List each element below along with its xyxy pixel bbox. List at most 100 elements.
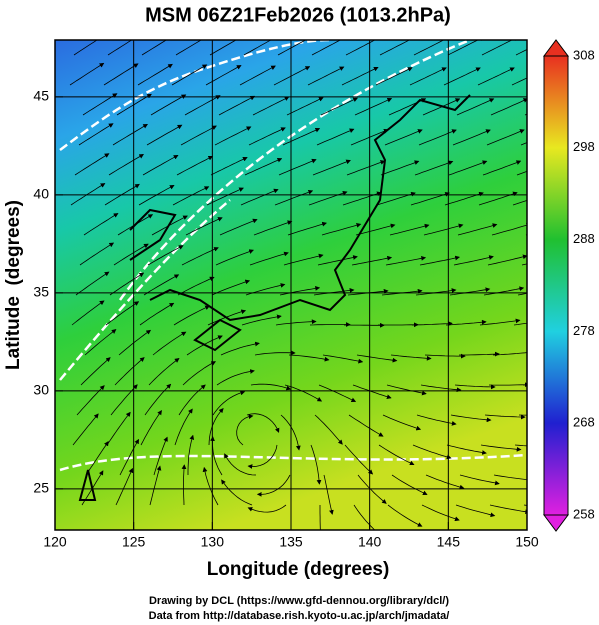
- streamline: [187, 434, 195, 475]
- streamline: [323, 474, 334, 515]
- streamline: [186, 335, 223, 356]
- streamline: [488, 382, 527, 388]
- streamline: [282, 128, 321, 146]
- isobar: [59, 40, 527, 472]
- streamline: [177, 276, 215, 296]
- streamline: [206, 187, 244, 206]
- footer-line: Data from http://database.rish.kyoto-u.a…: [149, 610, 450, 622]
- streamline: [317, 255, 358, 266]
- streamline: [421, 504, 460, 522]
- streamline: [185, 217, 223, 236]
- streamline: [114, 357, 145, 386]
- colorbar-tick-label: 278: [573, 323, 595, 338]
- streamline: [181, 464, 187, 506]
- streamline: [391, 474, 428, 495]
- streamline: [351, 255, 393, 266]
- streamline: [108, 153, 144, 176]
- streamline: [517, 292, 527, 296]
- streamline: [422, 98, 461, 116]
- streamline: [480, 444, 522, 452]
- colorbar-min-arrow: [543, 514, 569, 532]
- streamline: [243, 40, 272, 56]
- streamline: [184, 95, 221, 116]
- streamline: [288, 354, 330, 362]
- streamline: [275, 319, 317, 326]
- streamline: [382, 414, 422, 431]
- streamline: [143, 274, 180, 296]
- streamline: [348, 414, 384, 437]
- plot-area: [55, 40, 527, 530]
- streamline: [174, 408, 193, 446]
- x-tick-label: 130: [201, 534, 225, 550]
- streamline: [215, 249, 254, 266]
- streamline: [352, 384, 392, 400]
- streamline: [416, 414, 457, 426]
- streamline: [84, 328, 117, 356]
- streamline: [142, 155, 179, 176]
- streamline: [211, 279, 251, 296]
- x-tick-label: 120: [43, 534, 67, 550]
- streamline: [456, 98, 495, 116]
- streamline: [75, 271, 110, 296]
- streamline: [256, 474, 291, 497]
- streamline: [85, 441, 109, 476]
- streamline: [74, 153, 110, 176]
- streamline: [387, 504, 423, 527]
- streamline: [274, 189, 314, 206]
- colorbar-tick-label: 298: [573, 139, 595, 154]
- streamline: [511, 77, 527, 86]
- x-tick-label: 145: [437, 534, 461, 550]
- streamline: [484, 414, 526, 420]
- streamline: [411, 321, 453, 326]
- streamline: [273, 66, 311, 86]
- streamline: [148, 358, 180, 386]
- streamline: [152, 331, 187, 356]
- streamline: [409, 67, 447, 86]
- streamline: [78, 123, 114, 146]
- streamline: [487, 254, 527, 266]
- streamline: [450, 414, 492, 423]
- streamline: [414, 160, 454, 176]
- x-tick-label: 135: [279, 534, 303, 550]
- streamline: [514, 444, 527, 447]
- streamline: [341, 66, 379, 86]
- streamline: [318, 384, 357, 402]
- streamline: [375, 67, 413, 86]
- colorbar-tick-label: 258: [573, 506, 595, 521]
- streamline: [216, 369, 255, 386]
- streamline: [83, 213, 119, 236]
- streamline: [356, 354, 398, 363]
- streamline: [252, 96, 290, 116]
- streamline: [378, 444, 415, 466]
- streamline: [486, 129, 525, 146]
- streamline: [353, 504, 376, 530]
- streamline: [481, 40, 519, 56]
- streamline: [106, 411, 131, 446]
- streamline: [218, 95, 256, 116]
- streamline: [287, 221, 327, 236]
- streamline: [80, 357, 111, 386]
- colorbar-max-arrow: [543, 39, 569, 57]
- streamline: [280, 414, 301, 451]
- streamline: [182, 361, 217, 386]
- streamline: [72, 413, 99, 446]
- y-axis-label: Latitude (degrees): [3, 200, 24, 370]
- y-tick-label: 40: [33, 186, 49, 202]
- streamline: [457, 223, 498, 236]
- streamline: [209, 40, 237, 56]
- x-axis-label: Longitude (degrees): [207, 559, 390, 580]
- streamline: [389, 223, 430, 236]
- streamline: [147, 245, 184, 266]
- streamline: [279, 286, 321, 296]
- streamline: [491, 222, 527, 236]
- colorbar-tick-label: 268: [573, 415, 595, 430]
- streamline: [455, 504, 496, 518]
- streamline: [445, 319, 487, 326]
- streamline: [379, 40, 417, 56]
- streamline: [483, 286, 525, 296]
- streamline: [459, 474, 500, 486]
- streamline: [180, 125, 217, 146]
- streamline: [141, 40, 168, 56]
- streamline: [443, 67, 481, 86]
